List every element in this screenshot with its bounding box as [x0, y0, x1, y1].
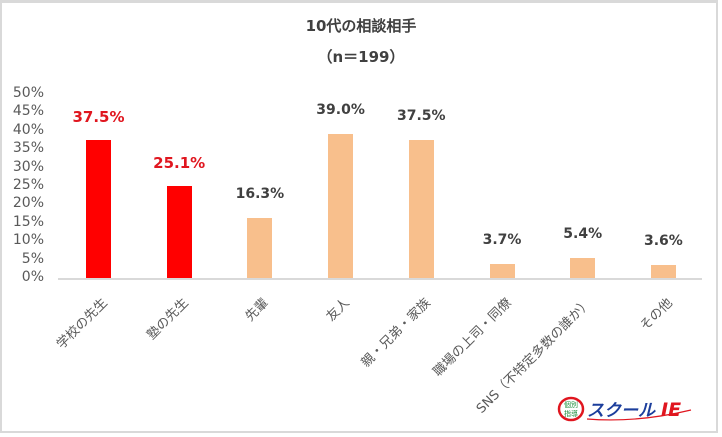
- bar: [166, 185, 192, 278]
- value-label: 16.3%: [235, 186, 285, 203]
- logo-mark: IE: [661, 399, 681, 421]
- bar: [650, 264, 676, 278]
- y-tick-label: 45%: [12, 103, 44, 120]
- bar: [570, 258, 596, 278]
- y-tick-label: 15%: [12, 213, 44, 230]
- bar: [489, 264, 515, 278]
- value-label: 39.0%: [316, 102, 365, 119]
- value-label: 5.4%: [563, 226, 603, 243]
- logo-badge-bottom: 指導: [564, 409, 578, 418]
- y-tick-label: 40%: [12, 121, 44, 138]
- bar: [247, 218, 273, 278]
- y-tick-label: 20%: [12, 195, 44, 212]
- value-label: 37.5%: [397, 108, 446, 124]
- y-tick-label: 50%: [12, 85, 44, 101]
- y-tick-label: 35%: [12, 140, 44, 157]
- logo-badge-top: 個別: [564, 400, 578, 409]
- value-label: 3.6%: [643, 232, 683, 249]
- value-label: 25.1%: [153, 153, 206, 172]
- logo-badge-ring-icon: [557, 396, 585, 422]
- bar: [408, 140, 434, 278]
- school-ie-logo: 個別 指導 スクール IE: [557, 396, 692, 422]
- value-label: 37.5%: [72, 108, 125, 126]
- y-tick-label: 25%: [12, 177, 44, 193]
- bar: [86, 140, 111, 278]
- y-tick-label: 5%: [21, 250, 44, 267]
- value-label: 3.7%: [482, 232, 522, 249]
- y-tick-label: 0%: [21, 269, 44, 285]
- y-tick-label: 10%: [12, 232, 44, 249]
- chart-title: 10代の相談相手: [305, 17, 417, 35]
- logo-text: スクール: [587, 401, 656, 421]
- chart-subtitle: （n＝199）: [317, 48, 405, 66]
- y-tick-label: 30%: [12, 158, 44, 175]
- x-axis-line: [58, 278, 702, 280]
- bar: [328, 134, 354, 278]
